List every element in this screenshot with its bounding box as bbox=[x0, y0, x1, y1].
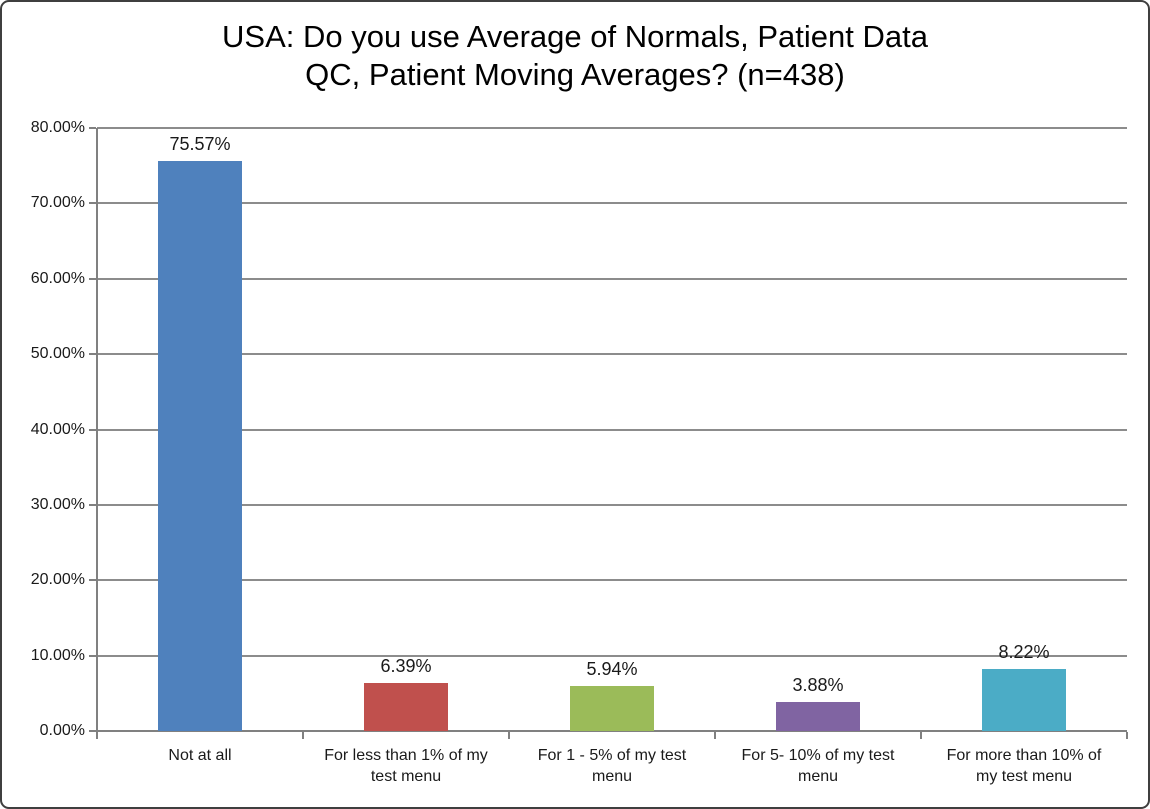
category-label: For more than 10% of my test menu bbox=[946, 747, 1102, 785]
y-axis-tick-label: 20.00% bbox=[30, 571, 85, 589]
bar-4 bbox=[776, 701, 860, 731]
gridline bbox=[97, 277, 1127, 280]
gridline bbox=[97, 654, 1127, 657]
y-axis-tick bbox=[89, 579, 96, 582]
y-axis-tick bbox=[89, 353, 96, 356]
y-axis-tick-label: 50.00% bbox=[30, 345, 85, 363]
y-axis-line bbox=[96, 128, 98, 733]
x-axis-tick bbox=[714, 732, 716, 739]
x-axis-tick bbox=[96, 732, 98, 739]
gridline bbox=[97, 579, 1127, 582]
y-axis-tick-label: 0.00% bbox=[39, 722, 85, 739]
y-axis-tick bbox=[89, 127, 96, 129]
gridline bbox=[97, 353, 1127, 356]
y-axis-tick-label: 10.00% bbox=[30, 646, 85, 664]
y-axis-tick-label: 70.00% bbox=[30, 194, 85, 212]
y-axis-tick-label: 40.00% bbox=[30, 420, 85, 438]
category-label: For 1 - 5% of my test menu bbox=[537, 747, 687, 785]
y-axis-tick bbox=[89, 202, 96, 205]
x-axis-tick bbox=[1126, 732, 1128, 739]
data-label: 75.57% bbox=[169, 134, 231, 155]
category-label: For 5- 10% of my test menu bbox=[741, 747, 895, 785]
y-axis-tick-label: 60.00% bbox=[30, 269, 85, 287]
bar-2 bbox=[364, 682, 448, 731]
gridline bbox=[97, 127, 1127, 129]
bar-3 bbox=[570, 686, 654, 731]
data-label: 3.88% bbox=[792, 674, 844, 695]
gridline bbox=[97, 202, 1127, 205]
bar-5 bbox=[982, 669, 1066, 731]
data-label: 8.22% bbox=[998, 642, 1050, 663]
data-label: 6.39% bbox=[380, 655, 432, 676]
x-axis-tick bbox=[508, 732, 510, 739]
y-axis-tick bbox=[89, 428, 96, 431]
gridline bbox=[97, 428, 1127, 431]
y-axis-tick bbox=[89, 730, 96, 732]
y-axis-tick bbox=[89, 277, 96, 280]
category-label: Not at all bbox=[168, 747, 232, 764]
data-label: 5.94% bbox=[586, 659, 638, 680]
y-axis-tick bbox=[89, 654, 96, 657]
y-axis-tick-label: 30.00% bbox=[30, 495, 85, 513]
y-axis-tick-label: 80.00% bbox=[30, 119, 85, 136]
x-axis-tick bbox=[302, 732, 304, 739]
chart-title: USA: Do you use Average of Normals, Pati… bbox=[222, 19, 928, 92]
gridline bbox=[97, 503, 1127, 506]
x-axis-tick bbox=[920, 732, 922, 739]
x-axis-line bbox=[97, 730, 1127, 732]
y-axis-tick bbox=[89, 503, 96, 506]
bar-1 bbox=[158, 161, 242, 731]
category-label: For less than 1% of my test menu bbox=[324, 747, 488, 785]
